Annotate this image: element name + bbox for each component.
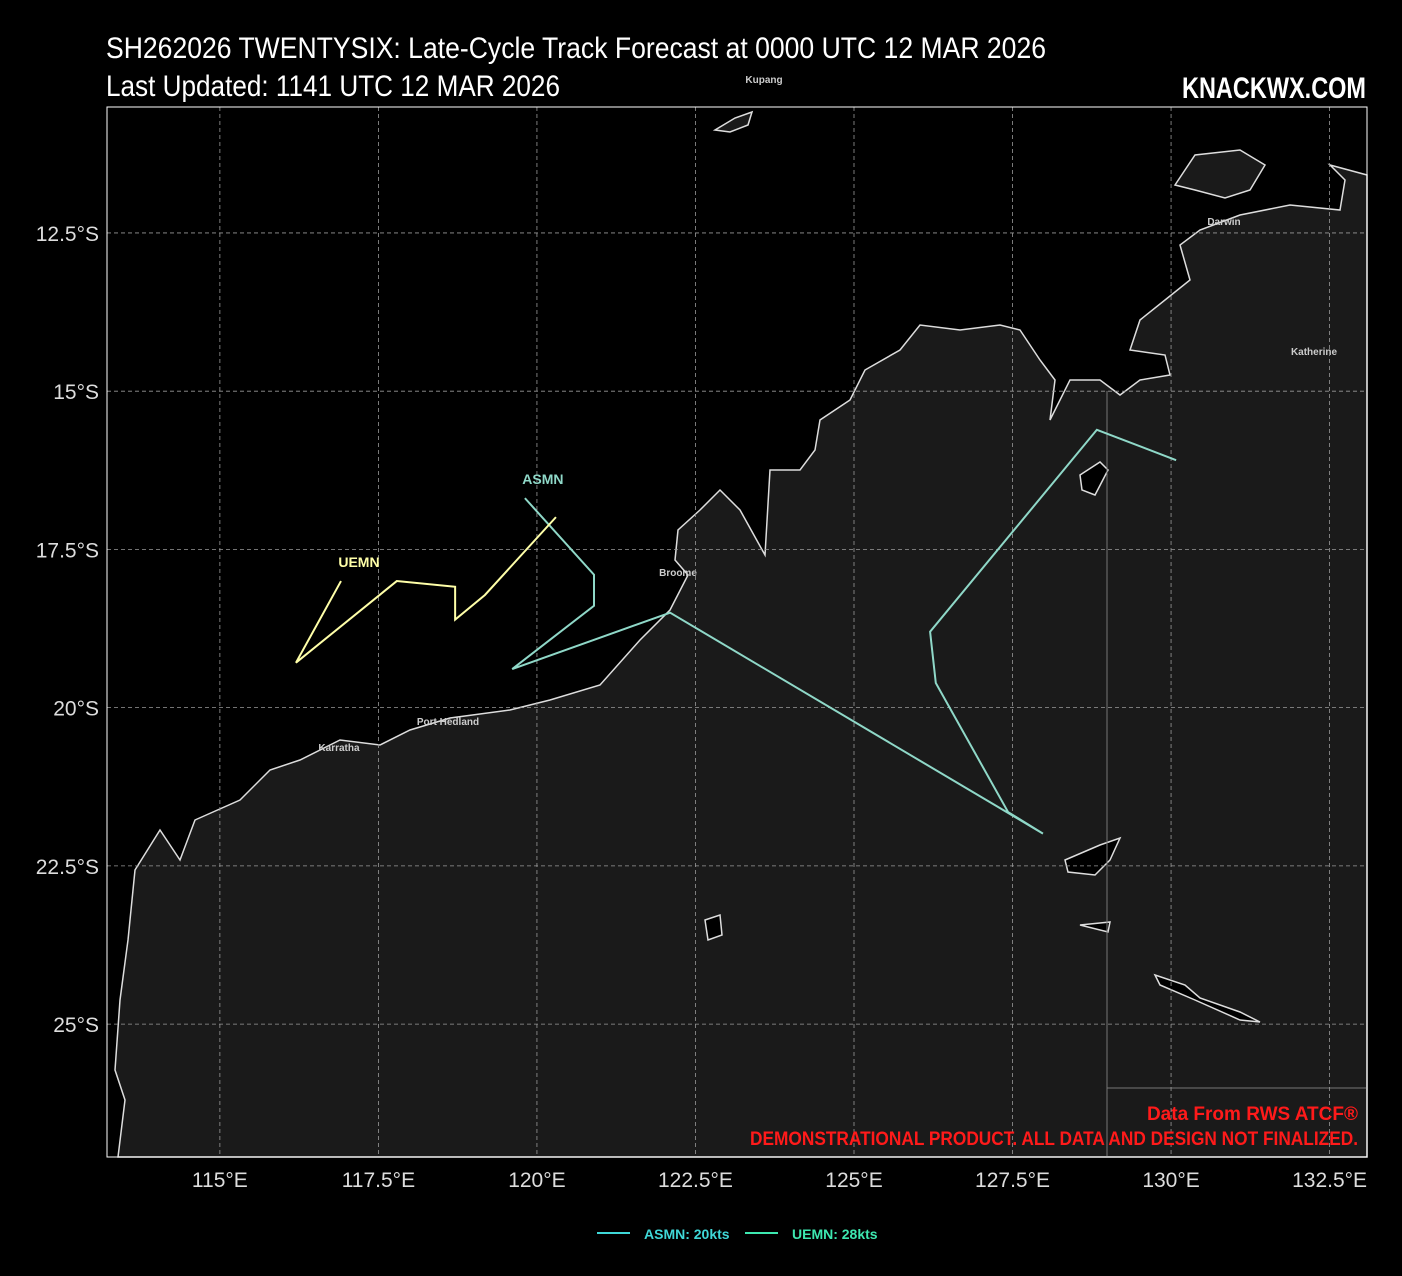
legend-label: UEMN: 28kts <box>792 1226 878 1242</box>
y-tick-label: 22.5°S <box>36 856 99 879</box>
x-tick-label: 132.5°E <box>1292 1169 1367 1192</box>
chart-title: SH262026 TWENTYSIX: Late-Cycle Track For… <box>106 32 1046 65</box>
coastline <box>114 163 1368 1158</box>
y-tick-label: 12.5°S <box>36 223 99 246</box>
island <box>712 110 754 133</box>
chart-subtitle: Last Updated: 1141 UTC 12 MAR 2026 <box>106 70 560 103</box>
credit: Data From RWS ATCF® <box>1147 1104 1358 1125</box>
place-label: Katherine <box>1291 347 1338 358</box>
y-tick-label: 20°S <box>53 698 99 721</box>
y-tick-label: 15°S <box>53 381 99 404</box>
x-tick-label: 122.5°E <box>658 1169 733 1192</box>
track-line <box>511 428 1177 835</box>
track-label: ASMN <box>522 471 563 487</box>
island <box>704 913 723 942</box>
x-tick-label: 117.5°E <box>342 1169 415 1192</box>
brand: KNACKWX.COM <box>1182 72 1366 105</box>
island <box>1173 149 1267 199</box>
x-tick-label: 120°E <box>508 1169 565 1192</box>
place-label: Broome <box>659 568 697 579</box>
y-tick-label: 17.5°S <box>36 539 99 562</box>
island <box>1153 973 1261 1023</box>
x-tick-label: 127.5°E <box>975 1169 1050 1192</box>
legend-label: ASMN: 20kts <box>644 1226 730 1242</box>
map: Kupang Darwin Katherine Broome Port Hedl… <box>107 75 1368 1158</box>
place-label: Kupang <box>745 75 782 86</box>
island <box>1079 461 1109 496</box>
credit: DEMONSTRATIONAL PRODUCT. ALL DATA AND DE… <box>750 1129 1358 1150</box>
island <box>1064 836 1122 876</box>
track-label: UEMN <box>338 554 379 570</box>
y-tick-label: 25°S <box>53 1014 99 1037</box>
place-label: Port Hedland <box>417 717 479 728</box>
place-label: Karratha <box>318 743 360 754</box>
plot-frame <box>106 106 1368 1158</box>
x-tick-label: 130°E <box>1142 1169 1199 1192</box>
x-tick-label: 125°E <box>825 1169 882 1192</box>
x-tick-label: 115°E <box>192 1169 248 1192</box>
track-line <box>295 516 557 664</box>
island <box>1079 921 1111 933</box>
place-label: Darwin <box>1207 217 1240 228</box>
